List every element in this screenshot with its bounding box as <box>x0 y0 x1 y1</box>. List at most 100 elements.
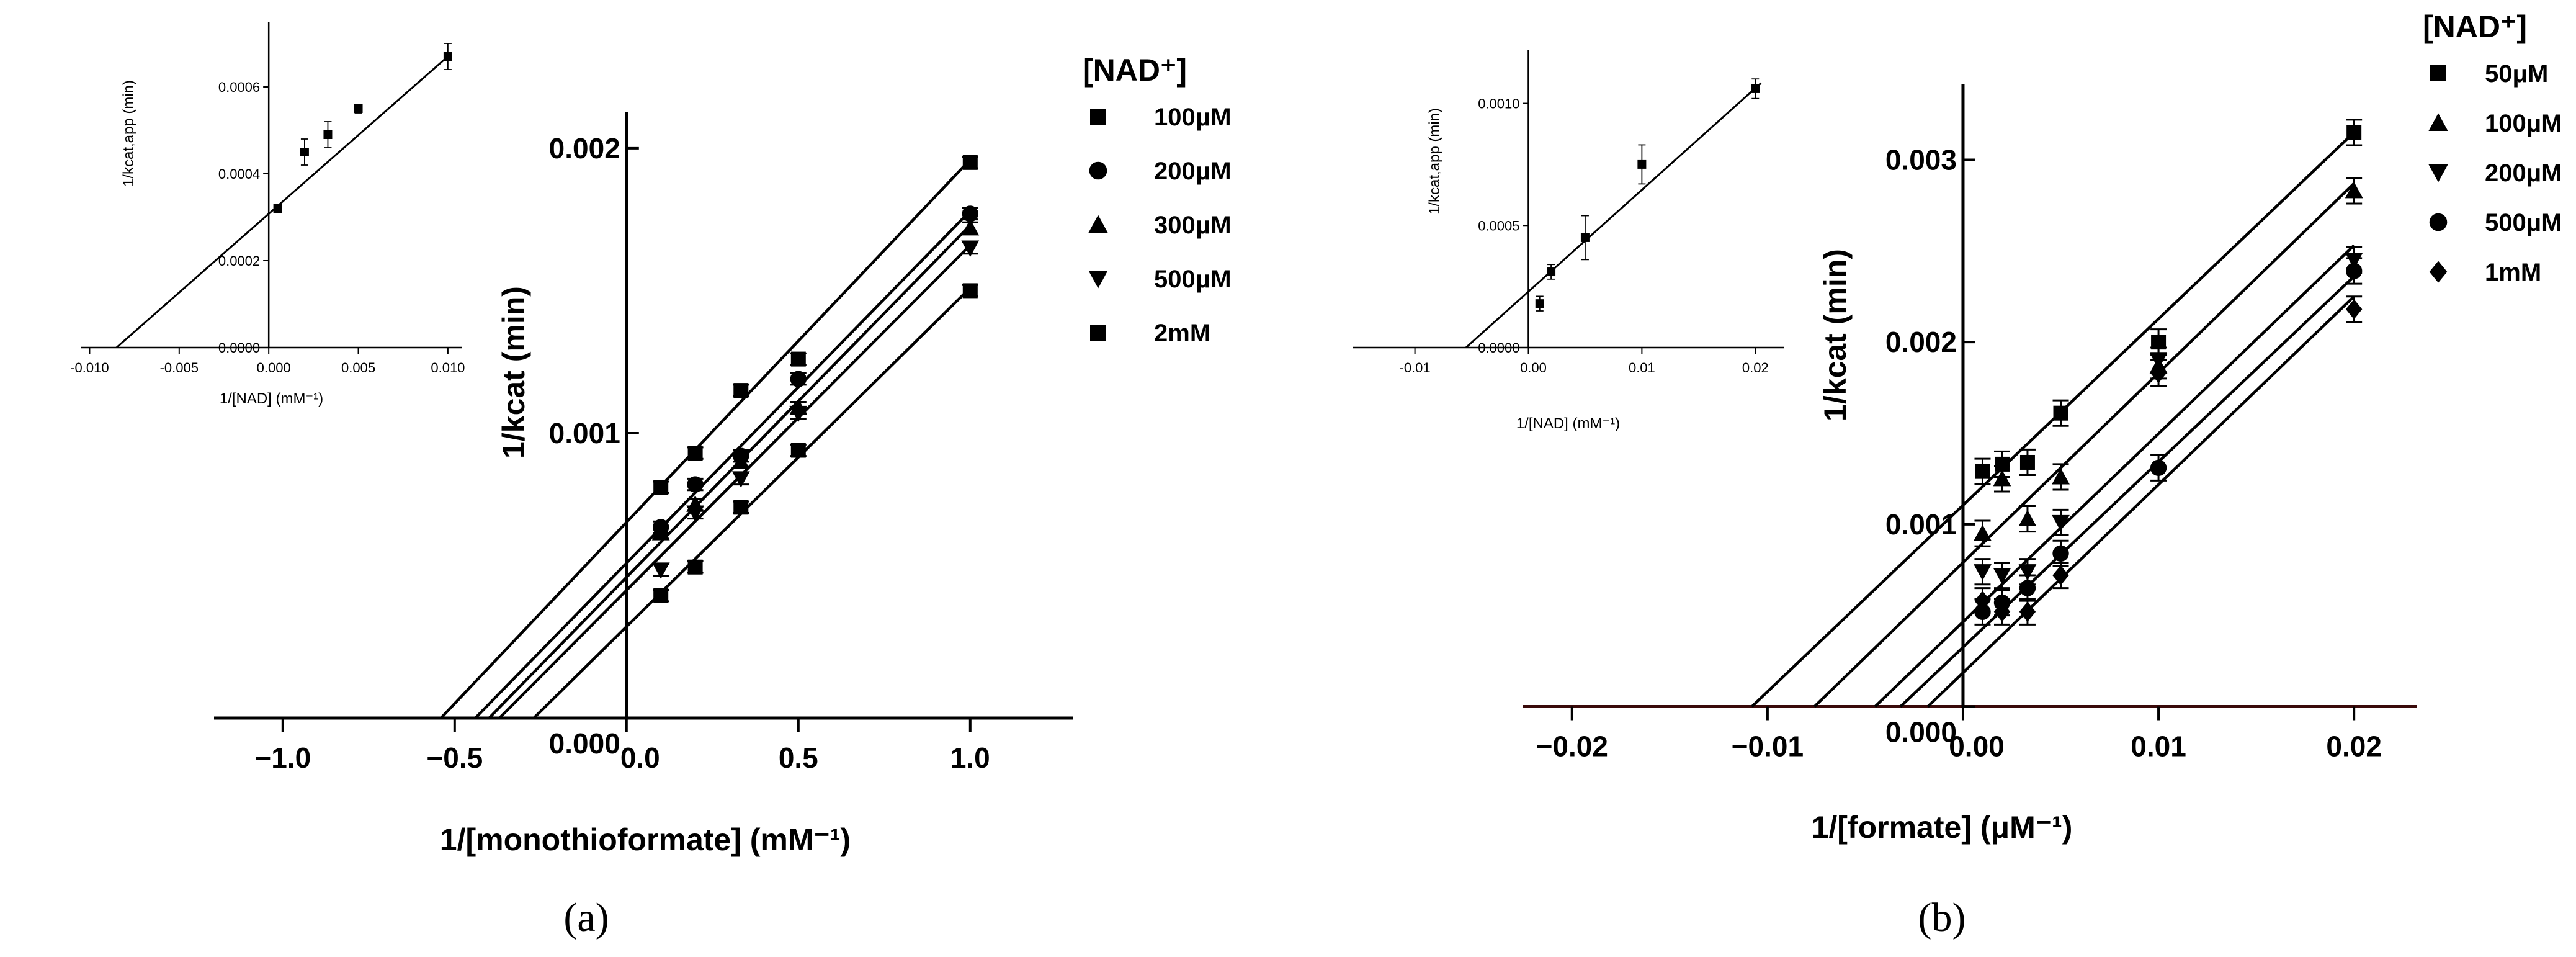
inset-fit-line <box>115 54 450 349</box>
inset-x-tick-label: 0.00 <box>1520 360 1547 375</box>
data-point <box>2019 601 2036 622</box>
inset-y-axis-title: 1/kcat,app (min) <box>120 80 137 187</box>
data-point <box>2052 468 2070 485</box>
data-point <box>790 371 807 387</box>
data-point <box>687 559 703 575</box>
x-tick-label: 0.02 <box>2326 730 2382 763</box>
data-point <box>790 443 806 458</box>
legend-marker <box>2430 65 2446 81</box>
legend-label: 2mM <box>1154 320 1210 347</box>
inset-y-tick-label: 0.0005 <box>1478 218 1519 233</box>
data-point <box>651 524 670 541</box>
data-point <box>790 351 806 367</box>
data-point <box>2345 181 2363 199</box>
panel-label: (a) <box>563 895 609 940</box>
data-point <box>2019 580 2036 596</box>
data-point <box>687 446 703 461</box>
data-point <box>733 383 749 398</box>
x-tick-label: 1.0 <box>950 742 990 774</box>
legend-marker <box>1090 325 1106 341</box>
inset-x-tick-label: -0.005 <box>160 360 199 375</box>
inset-x-tick-label: -0.01 <box>1400 360 1431 375</box>
legend-label: 500μM <box>2485 209 2562 236</box>
data-point <box>1993 601 2011 622</box>
inset-y-tick-label: 0.0000 <box>1478 340 1519 356</box>
inset-data-point <box>443 52 452 61</box>
data-point <box>731 471 750 488</box>
data-point <box>1993 470 2011 487</box>
inset-data-point <box>1751 84 1760 93</box>
legend-label: 1mM <box>2485 259 2541 286</box>
data-point <box>962 155 978 170</box>
x-tick-label: 0.5 <box>779 742 818 774</box>
data-point <box>687 476 704 493</box>
data-point <box>2052 565 2069 586</box>
y-tick-label: 0.003 <box>1885 143 1957 176</box>
legend-marker <box>1090 109 1106 125</box>
fit-line <box>474 210 972 719</box>
data-point <box>1975 464 1990 479</box>
inset-data-point <box>1535 299 1544 308</box>
legend-marker <box>2429 213 2448 231</box>
legend-label: 200μM <box>1154 158 1232 185</box>
legend-title: [NAD⁺] <box>2423 9 2527 44</box>
x-tick-label: 0.00 <box>1949 730 2005 763</box>
legend-title: [NAD⁺] <box>1083 53 1187 88</box>
y-tick-label: 0.002 <box>1885 326 1957 358</box>
legend-marker <box>1088 271 1108 289</box>
x-tick-label: 0.01 <box>2131 730 2186 763</box>
data-point <box>2019 454 2035 470</box>
data-point <box>961 219 980 236</box>
fit-line <box>1899 275 2355 708</box>
legend-label: 100μM <box>2485 110 2562 137</box>
y-axis-title: 1/kcat (min) <box>496 286 531 459</box>
legend-marker <box>1088 215 1108 233</box>
data-point <box>686 505 704 522</box>
legend-label: 50μM <box>2485 60 2548 88</box>
inset-y-axis-title: 1/kcat,app (min) <box>1426 108 1443 215</box>
data-point <box>2018 564 2037 581</box>
inset-x-tick-label: 0.010 <box>431 360 465 375</box>
x-axis-title: 1/[monothioformate] (mM⁻¹) <box>440 822 851 857</box>
fit-line <box>488 224 972 719</box>
data-point <box>1974 564 1992 581</box>
legend-label: 100μM <box>1154 104 1232 131</box>
fit-line <box>498 244 972 719</box>
y-tick-label: 0.002 <box>549 132 620 164</box>
x-tick-label: −1.0 <box>254 742 311 774</box>
y-tick-label: 0.000 <box>549 727 620 760</box>
legend-marker <box>1089 161 1107 180</box>
inset-y-tick-label: 0.0006 <box>218 79 260 95</box>
fit-line <box>532 287 972 719</box>
legend-label: 200μM <box>2485 160 2562 187</box>
data-point <box>2150 362 2167 384</box>
panel-b: −0.02 −0.01 0.01 0.020.0000.000.0010.0020.0… <box>1353 9 2562 940</box>
y-tick-label: 0.001 <box>1885 508 1957 541</box>
inset-y-tick-label: 0.0000 <box>218 340 260 356</box>
inset-data-point <box>1637 160 1647 169</box>
inset-x-axis-title: 1/[NAD] (mM⁻¹) <box>1516 415 1620 432</box>
fit-line <box>1926 295 2355 708</box>
panel-label: (b) <box>1918 895 1966 940</box>
legend-marker <box>2428 164 2448 182</box>
x-tick-label: −0.02 <box>1536 730 1608 763</box>
inset-x-tick-label: -0.010 <box>70 360 109 375</box>
data-point <box>2052 514 2070 532</box>
fit-line <box>440 158 972 719</box>
y-axis-title: 1/kcat (min) <box>1818 249 1853 421</box>
legend-label: 500μM <box>1154 266 1232 293</box>
data-point <box>1974 590 1991 611</box>
data-point <box>789 405 808 423</box>
data-point <box>2052 545 2069 562</box>
data-point <box>1974 524 1992 541</box>
panel-a: −1.0 −0.5 0.5 1.00.000 0.00.0010.0021/[monot… <box>70 22 1232 940</box>
inset-x-tick-label: 0.005 <box>341 360 375 375</box>
data-point <box>733 500 749 515</box>
inset-data-point <box>354 104 363 113</box>
inset-x-tick-label: 0.02 <box>1742 360 1769 375</box>
data-point <box>653 588 669 603</box>
x-tick-label: −0.5 <box>426 742 483 774</box>
data-point <box>1993 568 2011 585</box>
data-point <box>2018 510 2037 527</box>
